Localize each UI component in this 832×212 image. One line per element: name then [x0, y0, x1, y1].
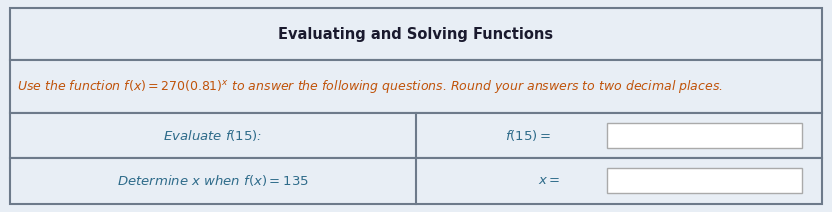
Text: Use the function $\mathit{f}(\mathit{x}) = 270(0.81)^{x}$ to answer the followin: Use the function $\mathit{f}(\mathit{x})… — [17, 78, 723, 95]
Bar — [10, 8, 822, 60]
Text: Evaluating and Solving Functions: Evaluating and Solving Functions — [279, 27, 553, 42]
Bar — [10, 158, 822, 204]
Bar — [10, 113, 822, 158]
Text: $\mathit{x} =$: $\mathit{x} =$ — [537, 174, 560, 187]
Bar — [607, 123, 802, 148]
Text: Determine $\mathit{x}$ when $\mathit{f}(\mathit{x}) = 135$: Determine $\mathit{x}$ when $\mathit{f}(… — [117, 173, 309, 188]
Text: $\mathit{f}(15) =$: $\mathit{f}(15) =$ — [505, 128, 552, 143]
Bar — [10, 60, 822, 113]
Bar — [607, 168, 802, 193]
Text: Evaluate $\mathit{f}(15)$:: Evaluate $\mathit{f}(15)$: — [163, 128, 263, 143]
